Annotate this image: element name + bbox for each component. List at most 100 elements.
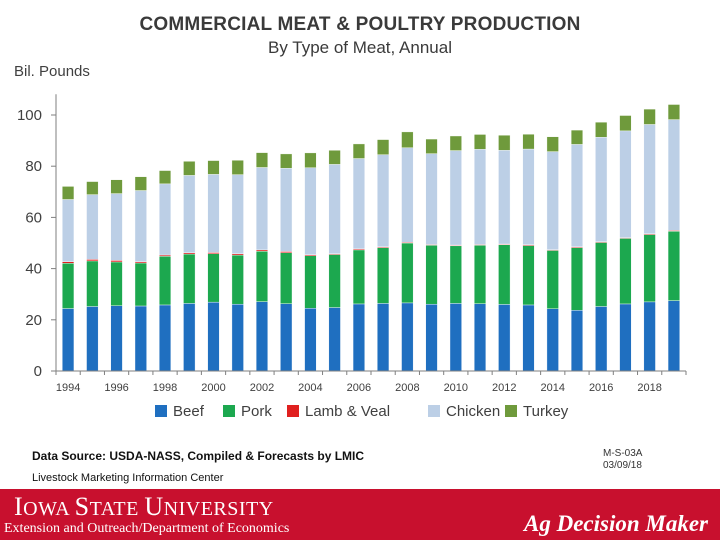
- bar-lamb-1996: [110, 260, 123, 263]
- bar-beef-2009: [425, 303, 438, 372]
- bar-pork-1994: [62, 263, 75, 309]
- legend-label-beef: Beef: [173, 403, 205, 420]
- bar-stack-2016: [595, 121, 608, 372]
- bar-beef-2015: [570, 310, 583, 372]
- bar-turkey-2011: [474, 134, 487, 150]
- bar-turkey-2006: [352, 143, 365, 159]
- brand-name[interactable]: Ag Decision Maker: [524, 511, 708, 536]
- bar-beef-2019: [667, 300, 680, 372]
- legend-label-lamb: Lamb & Veal: [305, 403, 390, 420]
- bar-pork-2008: [401, 242, 414, 304]
- x-tick-label: 2008: [395, 382, 419, 394]
- bar-turkey-2003: [280, 153, 293, 169]
- bar-pork-2018: [643, 234, 656, 303]
- data-source-note: Data Source: USDA-NASS, Compiled & Forec…: [32, 449, 365, 463]
- bar-chicken-2006: [352, 158, 365, 250]
- logo-text: OWA: [23, 498, 75, 520]
- bar-pork-2010: [449, 245, 462, 304]
- chart-code-id: M-S-03A: [603, 448, 643, 459]
- y-tick-label: 80: [25, 158, 42, 175]
- legend-swatch-lamb: [287, 405, 299, 417]
- bar-beef-2006: [352, 303, 365, 372]
- bar-turkey-2017: [619, 115, 632, 132]
- chart-code: M-S-03A 03/09/18: [603, 448, 642, 472]
- x-tick-label: 2002: [250, 382, 274, 394]
- bar-stack-2005: [328, 150, 341, 372]
- bar-turkey-1995: [86, 181, 99, 195]
- bar-turkey-2000: [207, 160, 220, 175]
- y-axis: 0 20 40 60 80 100: [17, 94, 57, 380]
- legend-swatch-chicken: [428, 405, 440, 417]
- bar-pork-1998: [159, 256, 172, 306]
- bar-beef-2013: [522, 304, 535, 372]
- legend-swatch-beef: [155, 405, 167, 417]
- bar-lamb-1994: [62, 261, 75, 264]
- bar-stack-2002: [255, 152, 268, 372]
- bar-beef-1996: [110, 305, 123, 372]
- x-tick-label: 2000: [201, 382, 225, 394]
- bar-chicken-2000: [207, 174, 220, 253]
- x-tick-label: 1998: [153, 382, 177, 394]
- bar-pork-2001: [231, 254, 244, 305]
- bar-chicken-2019: [667, 119, 680, 231]
- x-tick-label: 2012: [492, 382, 516, 394]
- bar-stack-2009: [425, 138, 438, 372]
- bar-beef-2017: [619, 303, 632, 372]
- bar-pork-2006: [352, 249, 365, 305]
- x-tick-label: 1996: [104, 382, 128, 394]
- bar-chicken-2003: [280, 168, 293, 252]
- bar-stack-2019: [667, 104, 680, 372]
- logo-letter: S: [74, 492, 90, 521]
- bar-turkey-2002: [255, 152, 268, 168]
- university-logo[interactable]: IOWA STATE UNIVERSITY: [14, 492, 274, 522]
- bar-pork-2011: [474, 245, 487, 304]
- bar-stack-2003: [280, 153, 293, 372]
- legend-label-pork: Pork: [241, 403, 272, 420]
- y-tick-label: 20: [25, 312, 42, 329]
- bar-stack-2013: [522, 133, 535, 372]
- bar-beef-2010: [449, 303, 462, 372]
- bar-beef-2000: [207, 301, 220, 372]
- y-axis-label: Bil. Pounds: [14, 63, 90, 80]
- bar-turkey-2010: [449, 135, 462, 151]
- bar-stack-2008: [401, 131, 414, 372]
- bar-beef-1997: [134, 305, 147, 372]
- bar-pork-2005: [328, 254, 341, 308]
- legend: Beef Pork Lamb & Veal Chicken Turkey: [155, 403, 569, 420]
- bar-pork-2013: [522, 245, 535, 306]
- bar-chicken-2001: [231, 174, 244, 254]
- bar-stack-2015: [570, 129, 583, 372]
- x-tick-label: 2006: [347, 382, 371, 394]
- bar-stack-1996: [110, 179, 123, 372]
- bar-pork-2002: [255, 250, 268, 302]
- bar-stack-1999: [183, 161, 196, 372]
- bar-chicken-2005: [328, 164, 341, 254]
- footer-bar: IOWA STATE UNIVERSITY Extension and Outr…: [0, 489, 720, 540]
- bar-pork-2003: [280, 252, 293, 304]
- bar-beef-2011: [474, 303, 487, 372]
- bar-beef-2007: [377, 303, 390, 372]
- bar-stack-1995: [86, 181, 99, 372]
- bar-beef-2005: [328, 307, 341, 372]
- bar-pork-1999: [183, 253, 196, 304]
- bar-turkey-2013: [522, 133, 535, 150]
- x-tick-label: 2010: [444, 382, 468, 394]
- bar-turkey-2004: [304, 152, 317, 168]
- bar-lamb-1995: [86, 259, 99, 262]
- bar-chicken-1998: [159, 183, 172, 256]
- bar-turkey-1996: [110, 179, 123, 194]
- legend-label-chicken: Chicken: [446, 403, 500, 420]
- bar-turkey-1994: [62, 186, 75, 200]
- y-tick-label: 40: [25, 261, 42, 278]
- bar-chicken-2017: [619, 130, 632, 238]
- bar-pork-2019: [667, 231, 680, 301]
- logo-letter: U: [144, 492, 164, 521]
- bar-turkey-2001: [231, 160, 244, 175]
- bar-stack-2004: [304, 152, 317, 372]
- bar-chicken-1994: [62, 199, 75, 262]
- x-tick-label: 2018: [637, 382, 661, 394]
- bar-turkey-2016: [595, 121, 608, 138]
- bar-turkey-2008: [401, 131, 414, 148]
- bar-chicken-2010: [449, 150, 462, 246]
- chart-title: COMMERCIAL MEAT & POULTRY PRODUCTION: [139, 14, 581, 35]
